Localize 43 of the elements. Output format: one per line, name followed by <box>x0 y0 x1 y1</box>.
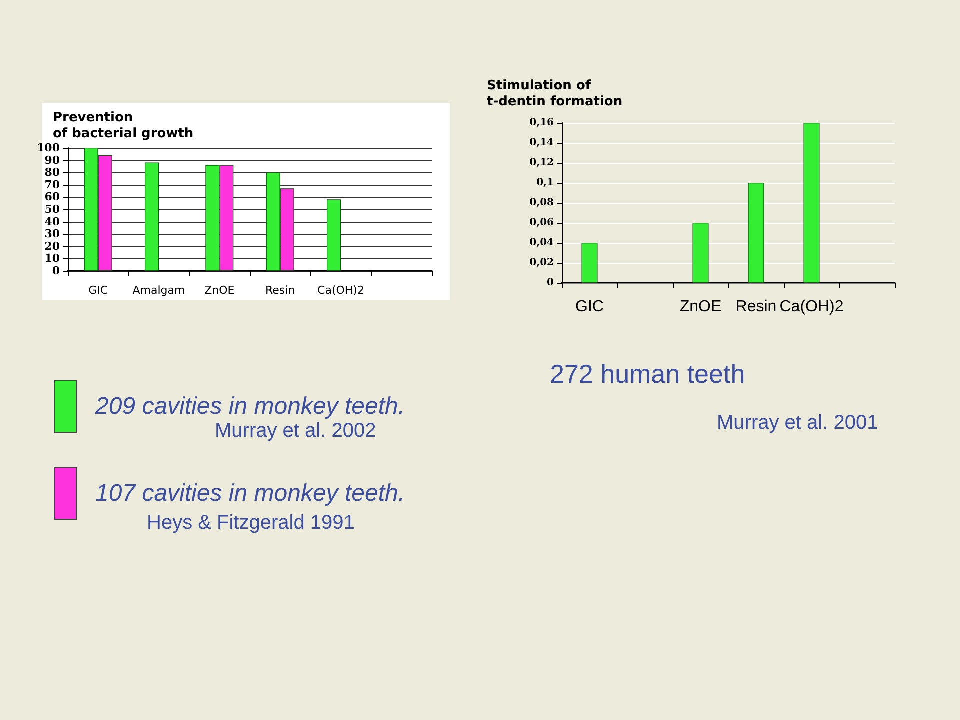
chart-title: Stimulation of t-dentin formation <box>487 78 623 110</box>
x-tick-label: GIC <box>88 284 108 297</box>
x-tick-label: Resin <box>736 298 777 316</box>
x-tick-label: Ca(OH)2 <box>780 298 844 316</box>
y-tick-label: 0 <box>52 264 60 278</box>
chart-title: Prevention of bacterial growth <box>53 110 194 142</box>
legend-label: 209 cavities in monkey teeth. <box>94 393 406 420</box>
y-tick-label: 20 <box>44 240 60 253</box>
y-tick-label: 0,06 <box>530 218 554 228</box>
bar <box>804 123 820 283</box>
bar <box>582 243 598 283</box>
y-tick-label: 0,08 <box>530 198 554 208</box>
y-tick-label: 80 <box>44 166 60 180</box>
bar <box>692 223 709 283</box>
y-tick-label: 0,16 <box>530 118 554 128</box>
y-tick-label: 0,04 <box>530 238 554 248</box>
x-tick-label: ZnOE <box>680 298 722 316</box>
x-tick-label: Ca(OH)2 <box>318 284 364 297</box>
y-tick-label: 0,02 <box>530 258 554 268</box>
x-tick-label: Amalgam <box>132 284 186 297</box>
x-tick-label: ZnOE <box>204 284 235 297</box>
y-tick-label: 10 <box>44 252 60 266</box>
bar <box>145 162 159 271</box>
y-tick-label: 50 <box>44 203 60 216</box>
legend-label: 107 cavities in monkey teeth. <box>96 480 406 507</box>
text: Murray et al. 2001 <box>717 412 878 434</box>
text: 272 human teeth <box>550 359 746 389</box>
y-tick-label: 70 <box>44 178 60 192</box>
x-tick-label: GIC <box>576 298 604 316</box>
y-tick-label: 0 <box>547 278 554 288</box>
y-tick-label: 30 <box>44 228 60 241</box>
y-tick-label: 0,14 <box>530 138 554 148</box>
bar <box>327 200 341 271</box>
x-tick-label: Resin <box>265 284 296 297</box>
y-tick-label: 0,1 <box>536 178 554 188</box>
y-tick-label: 0,12 <box>530 158 554 168</box>
bar <box>748 183 764 283</box>
y-tick-label: 100 <box>37 142 60 154</box>
y-tick-label: 40 <box>44 215 60 228</box>
y-tick-label: 60 <box>44 190 60 204</box>
text: Heys & Fitzgerald 1991 <box>147 512 355 534</box>
text: Murray et al. 2002 <box>215 420 376 442</box>
y-tick-label: 90 <box>44 154 60 167</box>
